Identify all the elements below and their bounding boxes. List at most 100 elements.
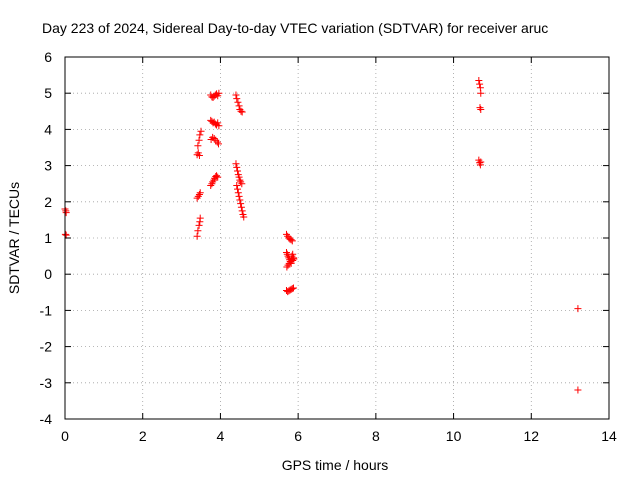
data-point-marker [236,196,244,204]
grid-lines [65,57,609,419]
data-point-marker [477,105,485,113]
data-point-marker [284,261,292,269]
data-point-marker [288,237,296,245]
data-point-marker [213,138,221,146]
data-point-marker [212,136,220,144]
data-point-marker [238,207,246,215]
data-point-marker [195,221,203,229]
x-tick-label: 4 [217,428,225,444]
data-point-marker [62,209,70,217]
data-point-marker [195,191,203,199]
x-axis-label: GPS time / hours [282,457,389,473]
data-point-marker [196,189,204,197]
data-point-marker [574,386,582,394]
data-point-marker [287,236,295,244]
data-point-marker [232,160,240,168]
data-point-marker [209,133,217,141]
data-point-marker [285,259,293,267]
y-tick-label: 0 [44,266,52,282]
data-point-marker [289,256,297,264]
data-point-marker [233,182,241,190]
data-point-marker [234,189,242,197]
data-point-marker [233,163,241,171]
data-point-marker [234,167,242,175]
data-point-marker [212,172,220,180]
data-point-marker [194,192,202,200]
data-point-marker [194,227,202,235]
y-tick-labels: -4 -3 -2 -1 0 1 2 3 4 5 6 [40,49,53,427]
data-point-marker [237,203,245,211]
axis-ticks [64,56,610,420]
data-point-marker [282,248,290,256]
y-tick-label: 2 [44,194,52,210]
data-point-marker [240,213,248,221]
data-point-marker [196,131,204,139]
data-point-marker [237,200,245,208]
data-point-marker [289,284,297,292]
data-point-marker [574,305,582,313]
data-point-marker [477,158,485,166]
data-point-marker [237,107,245,115]
y-tick-label: 3 [44,158,52,174]
data-point-marker [210,134,218,142]
x-tick-label: 10 [446,428,462,444]
data-point-marker [477,89,485,97]
data-point-marker [195,136,203,144]
data-points [61,77,582,394]
data-point-marker [282,230,290,238]
data-point-marker [233,95,241,103]
x-tick-label: 8 [372,428,380,444]
data-point-marker [288,285,296,293]
data-point-marker [236,176,244,184]
x-tick-label: 2 [139,428,147,444]
y-tick-label: 1 [44,230,52,246]
data-point-marker [215,89,223,97]
x-tick-label: 6 [294,428,302,444]
data-point-marker [197,127,205,135]
data-point-marker [210,176,218,184]
data-point-marker [289,250,297,258]
data-point-marker [194,142,202,150]
x-tick-labels: 0 2 4 6 8 10 12 14 [61,428,617,444]
data-point-marker [235,192,243,200]
data-point-marker [235,173,243,181]
data-point-marker [214,119,222,127]
x-tick-label: 0 [61,428,69,444]
data-point-marker [62,231,70,239]
y-tick-label: 5 [44,85,52,101]
y-tick-label: -4 [40,411,53,427]
chart-title: Day 223 of 2024, Sidereal Day-to-day VTE… [42,20,548,36]
y-tick-label: 6 [44,49,52,65]
data-point-marker [237,178,245,186]
data-point-marker [213,172,221,180]
data-point-marker [234,185,242,193]
data-point-marker [196,214,204,222]
data-point-marker [476,104,484,112]
y-tick-label: 4 [44,121,52,137]
data-point-marker [232,91,240,99]
data-point-marker [214,173,222,181]
data-point-marker [214,140,222,148]
y-tick-label: -2 [40,339,53,355]
data-point-marker [476,80,484,88]
data-point-marker [234,98,242,106]
data-point-marker [209,178,217,186]
data-point-marker [235,102,243,110]
y-axis-label: SDTVAR / TECUs [6,182,22,294]
data-point-marker [208,180,216,188]
data-point-marker [195,151,203,159]
data-point-marker [215,122,223,130]
data-point-marker [290,255,298,263]
y-tick-label: -1 [40,302,53,318]
y-tick-label: -3 [40,375,53,391]
data-point-marker [475,77,483,85]
data-point-marker [207,182,215,190]
x-tick-label: 12 [523,428,539,444]
data-point-marker [238,180,246,188]
data-point-marker [283,263,291,271]
data-point-marker [193,232,201,240]
x-tick-label: 14 [601,428,617,444]
data-point-marker [238,108,246,116]
data-point-marker [193,194,201,202]
